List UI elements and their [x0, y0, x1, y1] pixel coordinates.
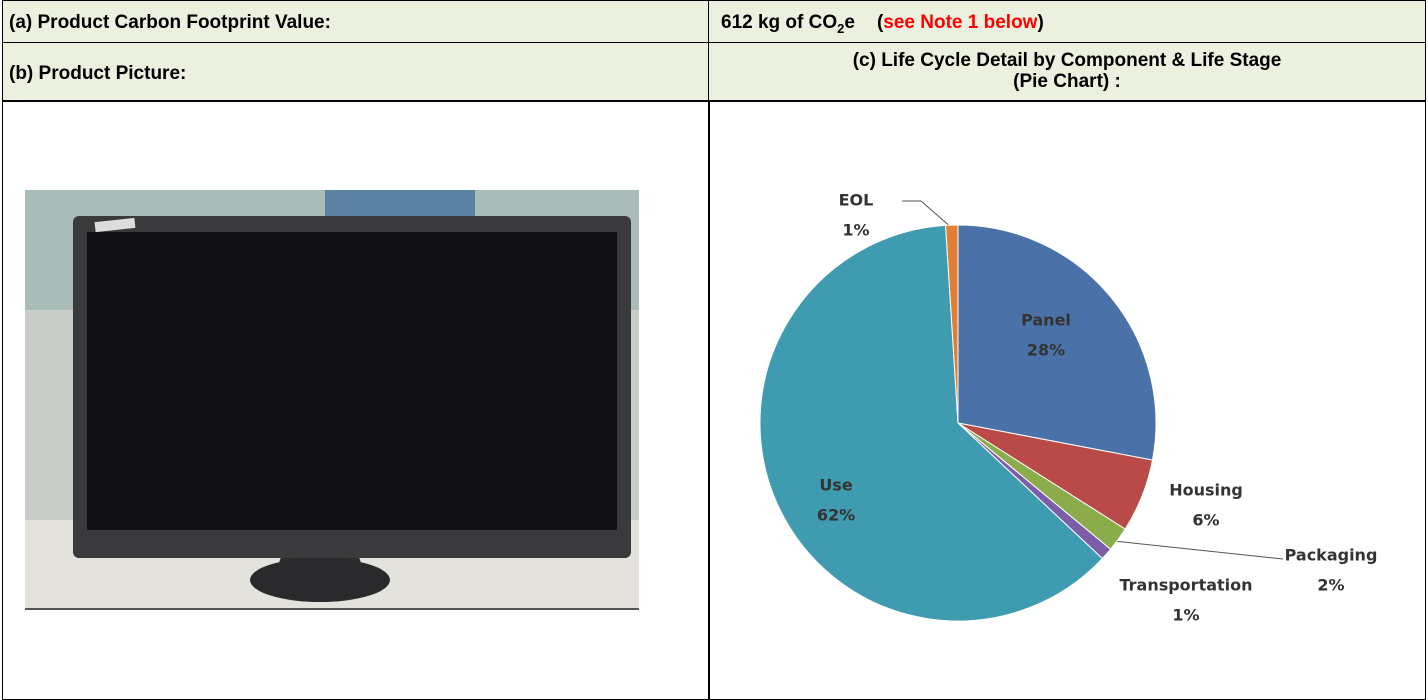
note: see Note 1 below [883, 12, 1037, 33]
chart-label-cell: (c) Life Cycle Detail by Component & Lif… [708, 42, 1426, 102]
unit: e [844, 12, 855, 33]
picture-cell [2, 100, 710, 700]
slice-label: Use [819, 476, 853, 495]
slice-label: Housing [1169, 481, 1243, 500]
leader-line [902, 201, 952, 228]
slice-value: 28% [1027, 341, 1065, 360]
slice-value: 1% [842, 221, 869, 240]
slice-value: 2% [1317, 576, 1344, 595]
chart-label-line: (Pie Chart) : [709, 71, 1425, 92]
product-photo [25, 190, 639, 610]
footprint-label: (a) Product Carbon Footprint Value: [9, 12, 331, 34]
note-close: ) [1037, 12, 1043, 33]
picture-label-cell: (b) Product Picture: [2, 42, 710, 102]
slice-label: Transportation [1119, 576, 1252, 595]
slice-value: 62% [817, 506, 855, 525]
chart-label-line: (c) Life Cycle Detail by Component & Lif… [709, 50, 1425, 71]
chart-cell: Panel 28% Housing 6% Packaging 2% Transportati… [708, 100, 1426, 700]
footprint-value: 612 kg of CO2e(see Note 1 below) [721, 12, 1044, 36]
value-cell: 612 kg of CO2e(see Note 1 below) [708, 0, 1426, 44]
leader-line [1114, 541, 1283, 559]
slice-label: Packaging [1285, 546, 1378, 565]
picture-label: (b) Product Picture: [9, 63, 186, 85]
page: (a) Product Carbon Footprint Value: 612 … [0, 0, 1428, 684]
slice-label: EOL [839, 191, 874, 210]
slice-value: 6% [1192, 511, 1219, 530]
label-cell: (a) Product Carbon Footprint Value: [2, 0, 710, 44]
value-text: 612 kg of CO [721, 12, 837, 33]
pie-chart: Panel 28% Housing 6% Packaging 2% Transportati… [709, 101, 1425, 685]
slice-value: 1% [1172, 606, 1199, 625]
slice-label: Panel [1021, 311, 1071, 330]
